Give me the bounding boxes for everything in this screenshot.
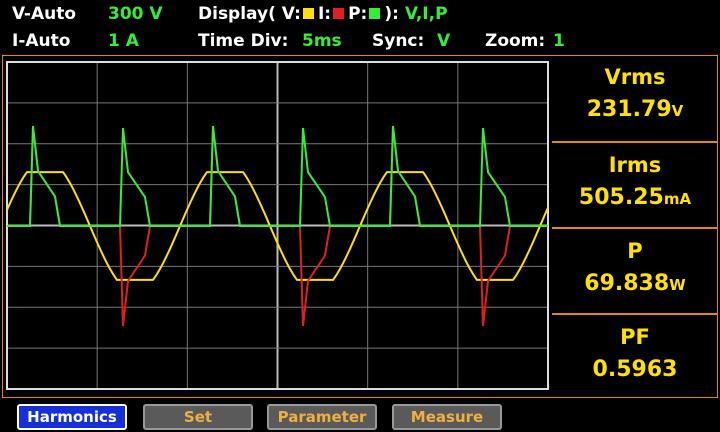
measure-value: 69.838W bbox=[552, 271, 718, 296]
time-div: 5ms bbox=[302, 31, 342, 51]
measure-unit: W bbox=[669, 276, 686, 294]
measure-label-text: PF bbox=[620, 325, 650, 349]
measure-label-text: Vrms bbox=[604, 65, 666, 89]
i-range: 1 A bbox=[108, 31, 139, 51]
p-label: P: bbox=[348, 4, 368, 24]
voltage-wave bbox=[7, 171, 548, 281]
softkey-button[interactable]: Set bbox=[143, 404, 253, 430]
measure-value: 0.5963 bbox=[552, 357, 718, 382]
measure-unit: mA bbox=[663, 190, 692, 208]
softkey-button[interactable]: Measure bbox=[392, 404, 502, 430]
time-div-label: Time Div: bbox=[198, 31, 289, 51]
i-swatch bbox=[333, 8, 345, 19]
zoom: 1 bbox=[553, 31, 565, 51]
scope-frame bbox=[2, 55, 718, 398]
measure-number: 505.25 bbox=[578, 185, 664, 210]
softkey-button[interactable]: Parameter bbox=[267, 404, 377, 430]
v-swatch bbox=[302, 8, 314, 19]
display-value: V,I,P bbox=[404, 4, 448, 24]
v-range-mode: V-Auto bbox=[12, 4, 77, 24]
measure-value: 505.25mA bbox=[552, 185, 718, 210]
v-range: 300 V bbox=[108, 4, 163, 24]
sync: V bbox=[437, 31, 451, 51]
measure-number: 69.838 bbox=[584, 271, 670, 296]
sync-label: Sync: bbox=[372, 31, 425, 51]
power-wave bbox=[7, 125, 548, 227]
i-label: I: bbox=[317, 4, 332, 24]
measure-number: 231.79 bbox=[586, 97, 672, 122]
measure-label-text: P bbox=[627, 239, 643, 263]
waveform-plot bbox=[6, 61, 549, 390]
measure-label: Vrms bbox=[552, 65, 718, 89]
measure-number: 0.5963 bbox=[592, 357, 678, 382]
i-range-mode: I-Auto bbox=[12, 31, 71, 51]
display-label: Display( V: bbox=[198, 4, 301, 24]
display-setting: Display( V: I: P:): V,I,P bbox=[198, 4, 448, 24]
measure-label: P bbox=[552, 239, 718, 263]
measure-box: P 69.838W bbox=[552, 227, 718, 315]
measure-label-text: Irms bbox=[608, 153, 662, 177]
zoom-label: Zoom: bbox=[485, 31, 546, 51]
measure-box: Irms 505.25mA bbox=[552, 141, 718, 229]
p-swatch bbox=[369, 8, 381, 19]
measure-label: PF bbox=[552, 325, 718, 349]
measure-value: 231.79V bbox=[552, 97, 718, 122]
measure-label: Irms bbox=[552, 153, 718, 177]
display-close: ): bbox=[384, 4, 399, 24]
measure-box: Vrms 231.79V bbox=[552, 55, 718, 141]
measure-box: PF 0.5963 bbox=[552, 313, 718, 401]
softkey-button[interactable]: Harmonics bbox=[17, 404, 127, 430]
measure-unit: V bbox=[671, 102, 684, 120]
